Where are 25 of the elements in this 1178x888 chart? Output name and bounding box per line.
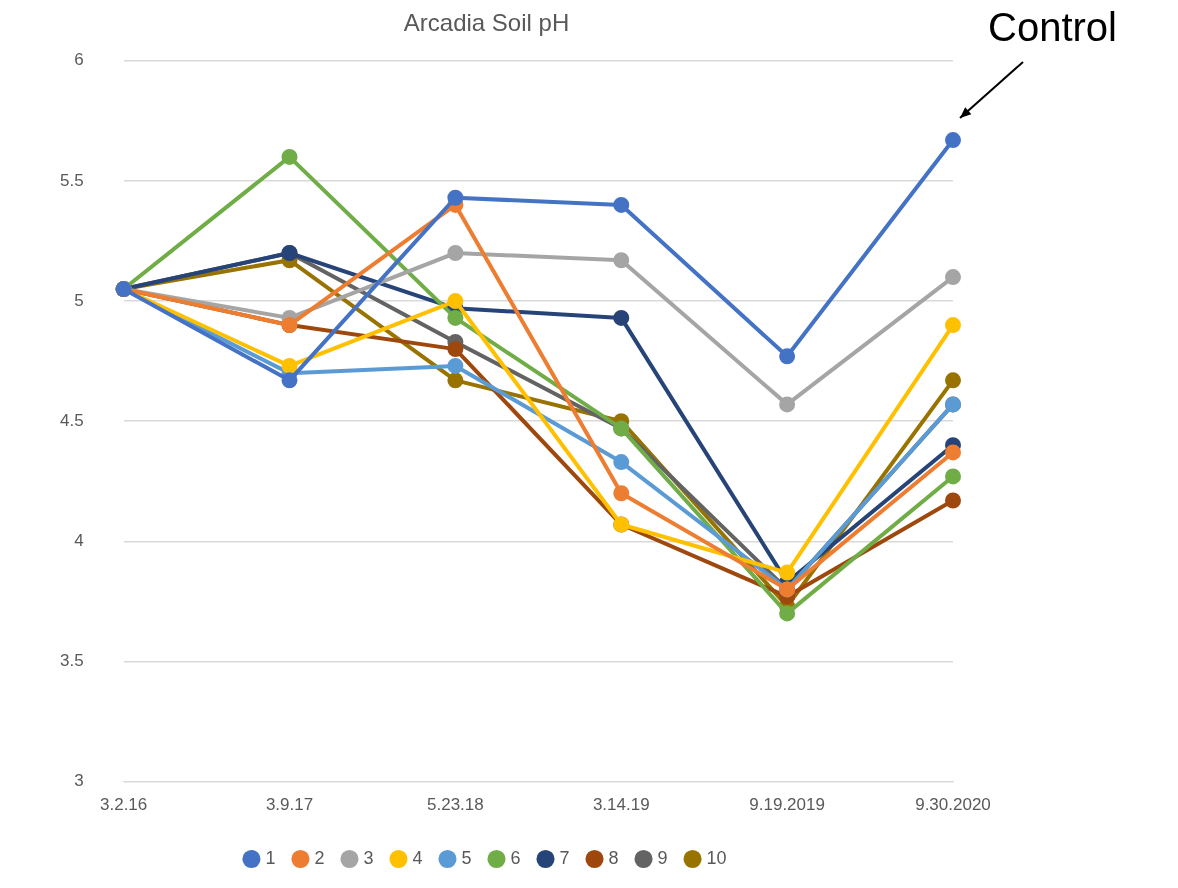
- legend-label: 1: [265, 847, 276, 868]
- x-tick-label: 3.9.17: [265, 795, 314, 815]
- legend-label: 2: [314, 847, 325, 868]
- legend-label: 4: [412, 847, 423, 868]
- y-tick-label: 4.5: [59, 410, 84, 430]
- y-tick-label: 4: [74, 531, 84, 551]
- legend-label: 10: [706, 847, 727, 868]
- legend-label: 3: [363, 847, 374, 868]
- legend-label: 9: [657, 847, 668, 868]
- chart-title: Arcadia Soil pH: [403, 9, 570, 37]
- y-tick-label: 3: [74, 771, 84, 791]
- annotation: Control: [988, 5, 1117, 51]
- y-tick-label: 3.5: [59, 651, 84, 671]
- legend-label: 7: [559, 847, 570, 868]
- legend-label: 8: [608, 847, 619, 868]
- y-tick-label: 6: [74, 50, 84, 70]
- legend-label: 6: [510, 847, 521, 868]
- x-tick-label: 3.2.16: [100, 795, 148, 815]
- x-tick-label: 9.30.2020: [915, 795, 991, 815]
- x-tick-label: 5.23.18: [427, 795, 484, 815]
- x-tick-label: 3.14.19: [592, 795, 650, 815]
- legend-label: 5: [461, 847, 472, 868]
- x-tick-label: 9.19.2019: [749, 795, 825, 815]
- y-tick-label: 5: [74, 290, 84, 310]
- y-tick-label: 5.5: [59, 170, 84, 190]
